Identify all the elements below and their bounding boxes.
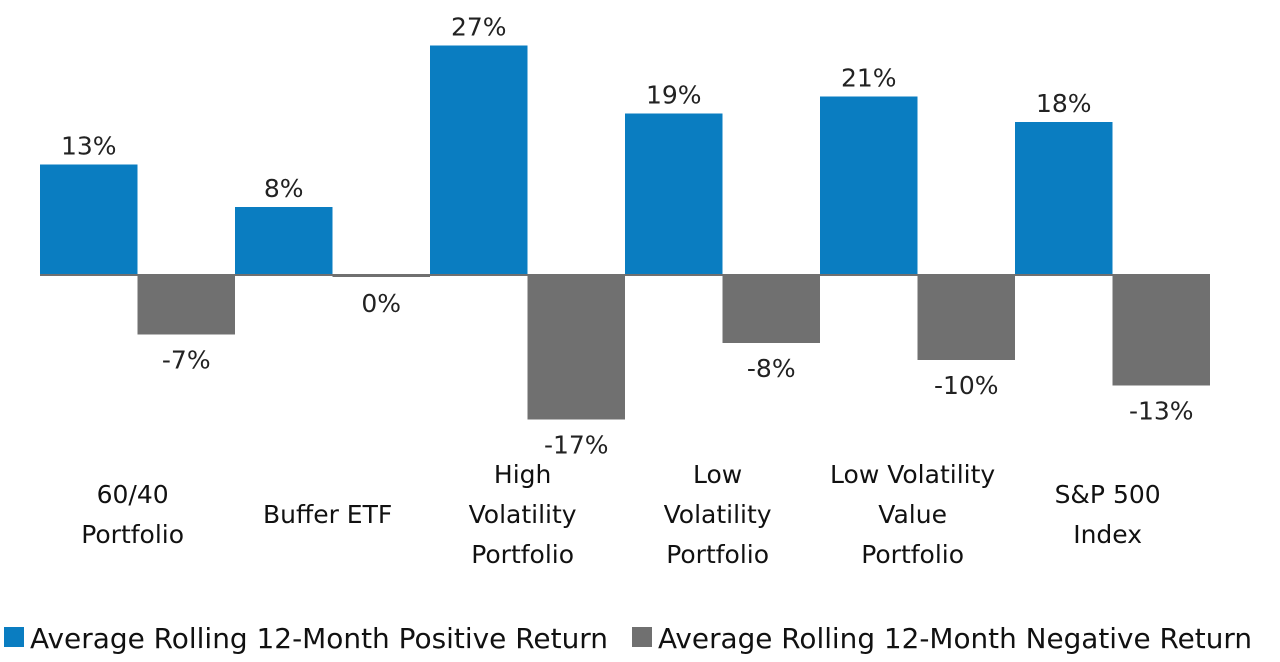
category-label-3-line-0: Low (693, 460, 742, 489)
bar-positive-0 (40, 164, 138, 275)
legend-swatch-positive (4, 627, 24, 647)
value-label-negative-3: -8% (747, 354, 796, 383)
legend-swatch-negative (632, 627, 652, 647)
category-label-1-line-0: Buffer ETF (263, 500, 392, 529)
bar-negative-2 (527, 275, 625, 420)
category-label-0-line-1: Portfolio (81, 520, 184, 549)
category-label-3-line-1: Volatility (664, 500, 772, 529)
value-label-positive-4: 21% (841, 64, 897, 93)
value-label-negative-4: -10% (934, 371, 999, 400)
bars-group (40, 45, 1210, 420)
category-label-2-line-0: High (494, 460, 551, 489)
value-labels-group: 13% -7% 8% 0% 27% -17% 19% -8% 21% -10% 18% -13% (61, 13, 1194, 460)
value-label-positive-3: 19% (646, 81, 702, 110)
value-label-negative-2: -17% (544, 431, 609, 460)
value-label-positive-5: 18% (1036, 89, 1092, 118)
value-label-positive-0: 13% (61, 132, 117, 161)
category-label-2-line-1: Volatility (469, 500, 577, 529)
legend: Average Rolling 12-Month Positive Return… (4, 622, 1252, 655)
category-labels-group: 60/40 Portfolio Buffer ETF High Volatility Po… (81, 460, 1160, 569)
value-label-negative-0: -7% (162, 346, 211, 375)
legend-label-positive: Average Rolling 12-Month Positive Return (30, 622, 608, 655)
value-label-positive-2: 27% (451, 13, 507, 42)
value-label-positive-1: 8% (264, 174, 304, 203)
category-label-2-line-2: Portfolio (471, 540, 574, 569)
category-label-3-line-2: Portfolio (666, 540, 769, 569)
category-label-4-line-2: Portfolio (861, 540, 964, 569)
category-label-5-line-1: Index (1073, 520, 1142, 549)
bar-positive-1 (235, 207, 333, 275)
bar-negative-5 (1112, 275, 1210, 386)
bar-positive-4 (820, 96, 918, 275)
category-label-0-line-0: 60/40 (97, 480, 169, 509)
legend-label-negative: Average Rolling 12-Month Negative Return (658, 622, 1252, 655)
bar-negative-0 (137, 275, 235, 335)
category-label-5-line-0: S&P 500 (1055, 480, 1161, 509)
bar-positive-2 (430, 45, 528, 275)
bar-negative-3 (722, 275, 820, 343)
category-label-4-line-1: Value (878, 500, 947, 529)
value-label-negative-1: 0% (361, 289, 401, 318)
value-label-negative-5: -13% (1129, 397, 1194, 426)
bar-positive-5 (1015, 122, 1113, 275)
bar-positive-3 (625, 113, 723, 275)
bar-negative-4 (917, 275, 1015, 360)
category-label-4-line-0: Low Volatility (830, 460, 995, 489)
